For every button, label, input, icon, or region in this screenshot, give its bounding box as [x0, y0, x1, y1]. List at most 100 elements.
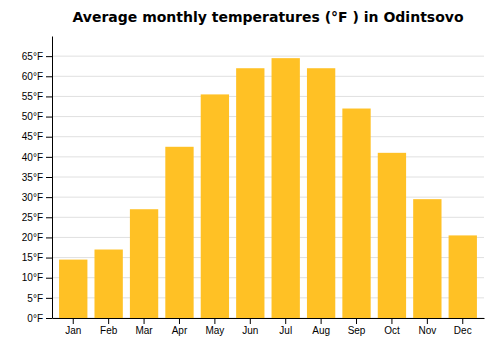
y-tick-label: 5°F — [27, 293, 43, 304]
x-tick-mark — [427, 318, 428, 324]
y-tick-mark — [46, 117, 52, 118]
y-tick-mark — [46, 278, 52, 279]
bars — [59, 58, 477, 318]
y-tick-label: 0°F — [27, 313, 43, 324]
x-tick-label: Oct — [384, 325, 400, 336]
x-tick-label: Dec — [454, 325, 472, 336]
y-tick-label: 15°F — [22, 252, 43, 263]
bar — [378, 153, 406, 318]
y-tick-label: 25°F — [22, 212, 43, 223]
y-tick-mark — [46, 197, 52, 198]
x-tick-mark — [179, 318, 180, 324]
grid-line — [52, 76, 484, 77]
x-tick: Mar — [135, 318, 153, 336]
x-tick: Nov — [418, 318, 436, 336]
x-tick-label: Mar — [135, 325, 153, 336]
grid — [52, 56, 484, 318]
y-axis-line — [52, 37, 53, 319]
x-tick-mark — [321, 318, 322, 324]
x-tick-mark — [356, 318, 357, 324]
y-tick: 10°F — [22, 272, 52, 283]
y-tick-mark — [46, 318, 52, 319]
grid-line — [52, 56, 484, 57]
y-tick: 0°F — [27, 313, 52, 324]
bar — [201, 94, 229, 318]
x-tick: Jan — [65, 318, 81, 336]
x-tick-label: Sep — [348, 325, 366, 336]
bar — [272, 58, 300, 318]
y-tick-mark — [46, 157, 52, 158]
y-tick-label: 55°F — [22, 91, 43, 102]
y-tick: 65°F — [22, 51, 52, 62]
bar — [59, 260, 87, 318]
y-tick: 30°F — [22, 192, 52, 203]
plot: 0°F5°F10°F15°F20°F25°F30°F35°F40°F45°F50… — [22, 37, 485, 337]
y-tick: 60°F — [22, 71, 52, 82]
y-tick: 35°F — [22, 172, 52, 183]
x-tick-label: Apr — [172, 325, 188, 336]
x-tick-mark — [73, 318, 74, 324]
y-tick: 5°F — [27, 293, 52, 304]
grid-line — [52, 96, 484, 97]
x-tick-label: Jun — [242, 325, 258, 336]
x-axis-line — [53, 318, 485, 319]
x-tick-label: Aug — [312, 325, 330, 336]
x-tick-mark — [144, 318, 145, 324]
x-tick: May — [205, 318, 224, 336]
bar — [236, 68, 264, 318]
x-tick: Oct — [384, 318, 400, 336]
bar — [342, 109, 370, 318]
bar — [165, 147, 193, 318]
x-tick-label: May — [205, 325, 224, 336]
grid-line — [52, 156, 484, 157]
bar — [449, 235, 477, 318]
y-tick-label: 10°F — [22, 272, 43, 283]
y-tick: 15°F — [22, 252, 52, 263]
x-tick-label: Nov — [418, 325, 436, 336]
x-tick-label: Jul — [279, 325, 292, 336]
y-tick-label: 20°F — [22, 232, 43, 243]
y-tick: 25°F — [22, 212, 52, 223]
chart: 0°F5°F10°F15°F20°F25°F30°F35°F40°F45°F50… — [0, 0, 500, 350]
x-tick: Sep — [348, 318, 366, 336]
y-tick-label: 60°F — [22, 71, 43, 82]
y-tick-label: 50°F — [22, 111, 43, 122]
x-tick-label: Feb — [100, 325, 118, 336]
y-tick-mark — [46, 137, 52, 138]
bar — [94, 250, 122, 318]
y-tick: 20°F — [22, 232, 52, 243]
y-tick-mark — [46, 76, 52, 77]
y-tick-mark — [46, 177, 52, 178]
y-tick-mark — [46, 56, 52, 57]
x-axis: Jan Feb Mar Apr May Jun Jul Aug Sep Oct Nov Dec — [53, 318, 485, 336]
x-tick: Apr — [172, 318, 188, 336]
x-tick: Jun — [242, 318, 258, 336]
grid-line — [52, 136, 484, 137]
grid-line — [52, 197, 484, 198]
x-tick: Jul — [279, 318, 292, 336]
grid-line — [52, 116, 484, 117]
title: Average monthly temperatures (°F ) in Od… — [72, 9, 463, 25]
y-tick-mark — [46, 217, 52, 218]
x-tick: Dec — [454, 318, 472, 336]
y-tick-label: 40°F — [22, 152, 43, 163]
y-tick: 50°F — [22, 111, 52, 122]
grid-line — [52, 177, 484, 178]
y-tick-mark — [46, 298, 52, 299]
bar — [413, 199, 441, 318]
y-axis: 0°F5°F10°F15°F20°F25°F30°F35°F40°F45°F50… — [22, 37, 53, 324]
y-tick-mark — [46, 237, 52, 238]
y-tick: 40°F — [22, 152, 52, 163]
x-tick-mark — [285, 318, 286, 324]
x-tick-mark — [108, 318, 109, 324]
bar — [307, 68, 335, 318]
bar — [130, 209, 158, 318]
y-tick-label: 65°F — [22, 51, 43, 62]
y-tick-label: 35°F — [22, 172, 43, 183]
y-tick-mark — [46, 258, 52, 259]
x-tick-mark — [250, 318, 251, 324]
x-tick: Aug — [312, 318, 330, 336]
x-tick-mark — [391, 318, 392, 324]
x-tick-mark — [214, 318, 215, 324]
x-tick-label: Jan — [65, 325, 81, 336]
